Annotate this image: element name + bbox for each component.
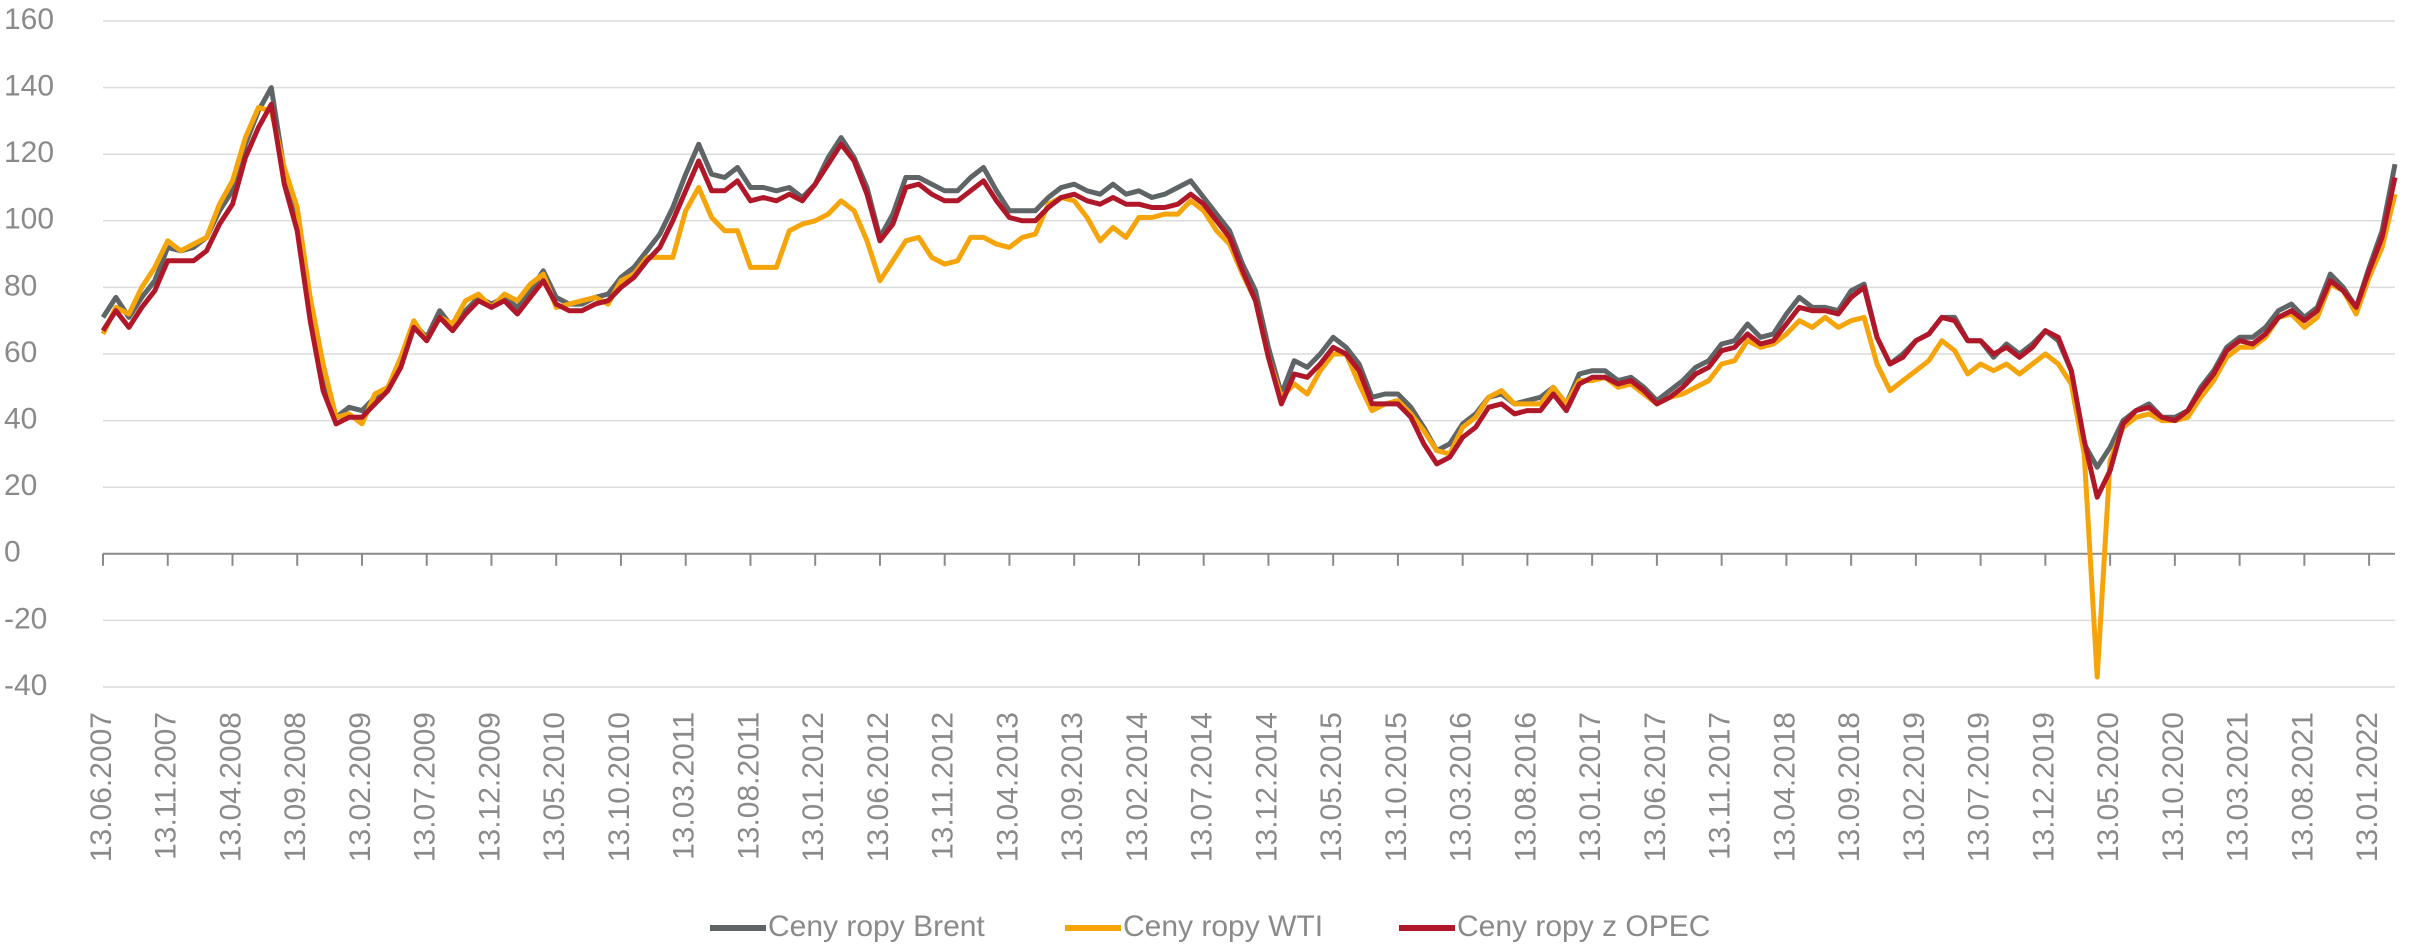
y-tick-label: 140 [4,70,54,103]
x-tick-label: 13.11.2017 [1704,712,1737,860]
x-tick-label: 13.05.2010 [538,712,571,862]
x-tick-label: 13.09.2008 [279,712,312,862]
series-line [100,105,2398,680]
x-tick-label: 13.10.2010 [603,712,636,862]
y-tick-label: 40 [4,403,37,436]
x-tick-label: 13.08.2011 [732,712,765,860]
y-tick-label: 60 [4,336,37,369]
x-tick-label: 13.06.2017 [1639,712,1672,862]
x-tick-label: 13.02.2019 [1898,712,1931,862]
x-tick-label: 13.11.2007 [150,712,183,860]
x-tick-label: 13.03.2016 [1445,712,1478,862]
x-tick-label: 13.08.2016 [1509,712,1542,862]
x-tick-label: 13.09.2013 [1056,712,1089,862]
y-tick-label: 80 [4,269,37,302]
x-tick-label: 13.02.2009 [344,712,377,862]
x-tick-label: 13.01.2017 [1574,712,1607,862]
y-tick-label: 100 [4,203,54,236]
x-tick-label: 13.09.2018 [1833,712,1866,862]
y-tick-label: 0 [4,536,21,569]
x-tick-label: 13.01.2012 [797,712,830,862]
x-tick-label: 13.06.2007 [85,712,118,862]
y-tick-label: 120 [4,136,54,169]
x-tick-label: 13.03.2021 [2222,712,2255,862]
x-tick-label: 13.04.2018 [1768,712,1801,862]
x-tick-label: 13.12.2009 [473,712,506,862]
x-tick-label: 13.07.2019 [1963,712,1996,862]
x-tick-label: 13.05.2015 [1315,712,1348,862]
y-tick-label: -40 [4,669,47,702]
x-tick-label: 13.04.2008 [214,712,247,862]
x-tick-label: 13.03.2011 [668,712,701,860]
x-tick-label: 13.06.2012 [862,712,895,862]
x-tick-label: 13.10.2020 [2157,712,2190,862]
x-tick-label: 13.12.2014 [1250,712,1283,862]
legend-label: Ceny ropy z OPEC [1457,910,1710,943]
x-tick-label: 13.12.2019 [2027,712,2060,862]
legend-label: Ceny ropy Brent [768,910,985,943]
x-tick-label: 13.08.2021 [2286,712,2319,862]
x-tick-label: 13.01.2022 [2351,712,2384,862]
legend-label: Ceny ropy WTI [1123,910,1323,943]
x-tick-label: 13.11.2012 [927,712,960,860]
x-tick-label: 13.07.2014 [1186,712,1219,862]
y-tick-label: -20 [4,602,47,635]
x-tick-label: 13.04.2013 [991,712,1024,862]
series-line [100,101,2398,500]
series-line [100,85,2398,470]
x-tick-label: 13.05.2020 [2092,712,2125,862]
y-tick-label: 160 [4,3,54,36]
y-tick-label: 20 [4,469,37,502]
x-tick-label: 13.02.2014 [1121,712,1154,862]
x-tick-label: 13.10.2015 [1380,712,1413,862]
x-tick-label: 13.07.2009 [409,712,442,862]
